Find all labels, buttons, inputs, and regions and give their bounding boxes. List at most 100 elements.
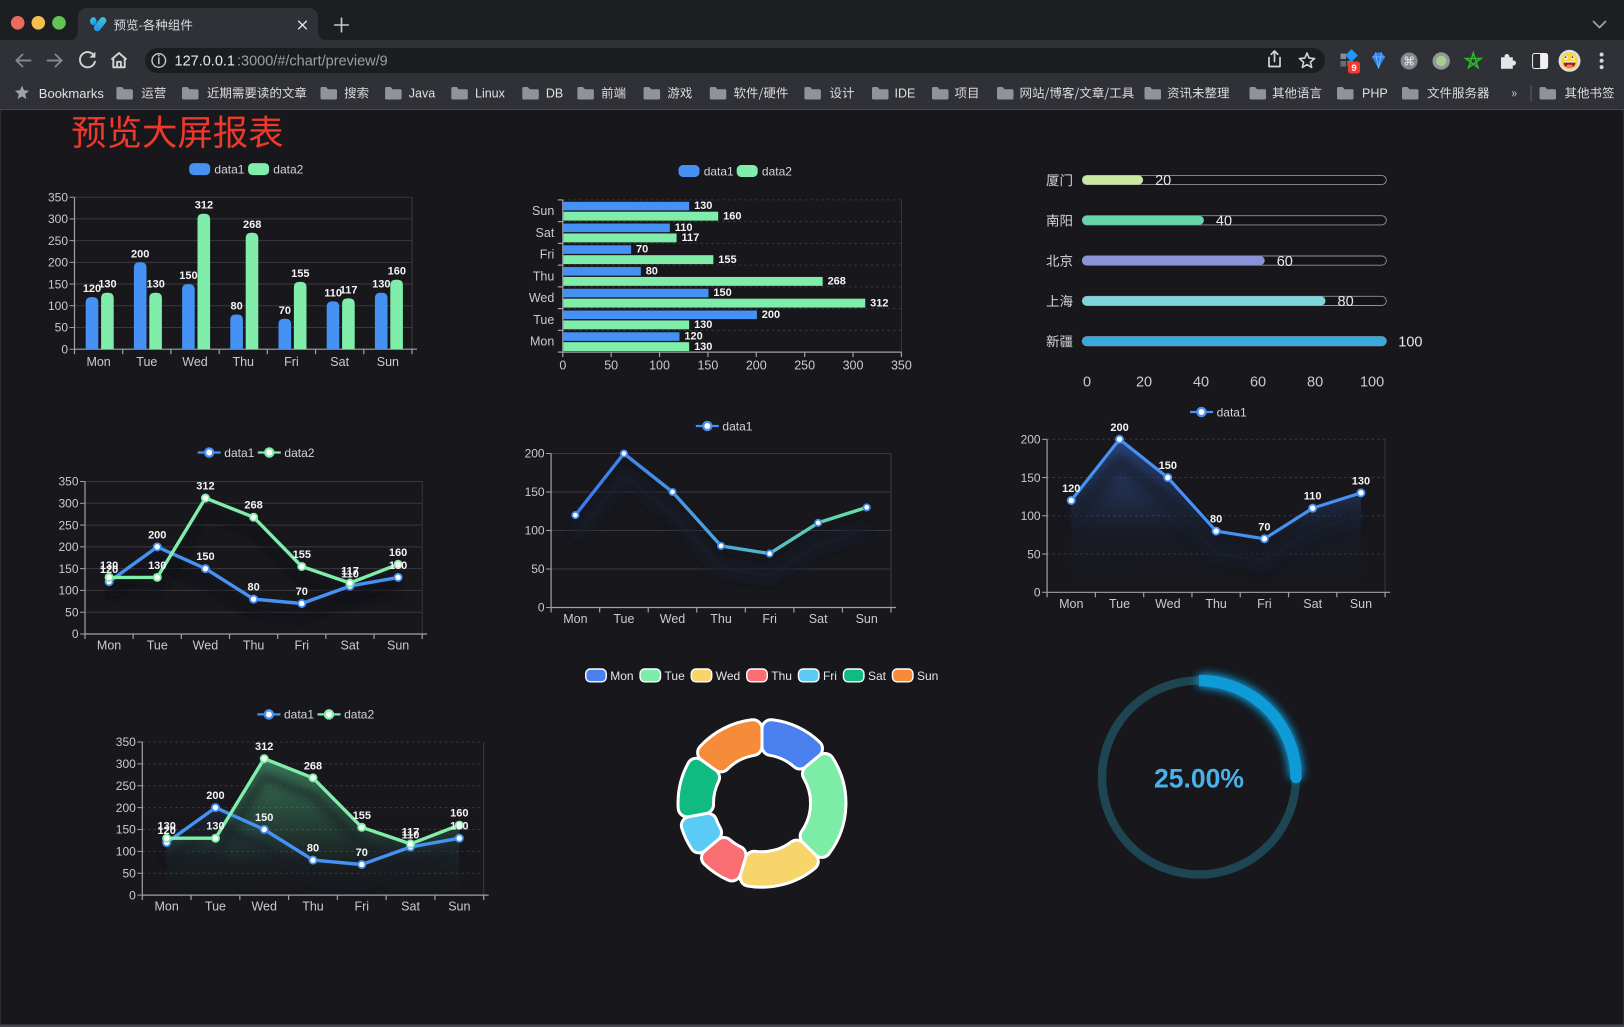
svg-text:Thu: Thu: [1205, 597, 1227, 611]
svg-text:Wed: Wed: [251, 900, 277, 914]
svg-text:130: 130: [98, 279, 116, 291]
svg-text:300: 300: [116, 757, 136, 771]
svg-text:110: 110: [324, 287, 342, 299]
svg-text:DB: DB: [546, 87, 563, 101]
svg-text:130: 130: [158, 821, 176, 833]
svg-text:200: 200: [58, 540, 78, 554]
svg-text:130: 130: [100, 560, 118, 572]
svg-text:268: 268: [243, 219, 261, 231]
svg-text:130: 130: [694, 319, 712, 331]
svg-text:Java: Java: [409, 87, 435, 101]
svg-text:160: 160: [723, 210, 741, 222]
svg-text:50: 50: [1027, 547, 1041, 561]
svg-text:40: 40: [1216, 214, 1232, 230]
svg-text:data1: data1: [214, 162, 244, 176]
svg-text:110: 110: [1304, 491, 1322, 503]
svg-text:Linux: Linux: [475, 87, 506, 101]
svg-text:Sat: Sat: [341, 639, 360, 653]
svg-text:80: 80: [247, 582, 259, 594]
svg-text:100: 100: [1021, 509, 1041, 523]
svg-text:130: 130: [148, 560, 166, 572]
svg-text:Tue: Tue: [136, 355, 157, 369]
svg-text:100: 100: [649, 359, 670, 373]
svg-text:160: 160: [388, 266, 406, 278]
svg-text:150: 150: [697, 359, 718, 373]
svg-text:Sun: Sun: [532, 204, 554, 218]
svg-text:312: 312: [870, 297, 888, 309]
svg-text:110: 110: [402, 829, 420, 841]
svg-text:70: 70: [356, 847, 368, 859]
svg-text:Fri: Fri: [1257, 597, 1272, 611]
svg-text:100: 100: [58, 584, 78, 598]
svg-text:Mon: Mon: [86, 355, 110, 369]
svg-text:Mon: Mon: [563, 612, 587, 626]
svg-text:70: 70: [1258, 521, 1270, 533]
svg-text:Tue: Tue: [613, 612, 634, 626]
svg-text:150: 150: [58, 562, 78, 576]
svg-text:80: 80: [646, 265, 658, 277]
svg-text:data2: data2: [273, 162, 303, 176]
svg-text:120: 120: [684, 331, 702, 343]
svg-text:Mon: Mon: [610, 669, 633, 683]
svg-text:0: 0: [129, 888, 136, 902]
svg-text:300: 300: [48, 212, 68, 226]
svg-text:200: 200: [131, 248, 149, 260]
svg-text:Thu: Thu: [302, 900, 324, 914]
svg-text:Fri: Fri: [762, 612, 777, 626]
svg-text:350: 350: [116, 735, 136, 749]
svg-text:80: 80: [307, 843, 319, 855]
svg-text:Tue: Tue: [665, 669, 686, 683]
svg-text:0: 0: [61, 342, 68, 356]
svg-text:Wed: Wed: [660, 612, 686, 626]
svg-text:0: 0: [72, 627, 79, 641]
svg-text:130: 130: [206, 821, 224, 833]
svg-text:⌘: ⌘: [1403, 54, 1415, 68]
svg-text:110: 110: [341, 569, 359, 581]
svg-text:data2: data2: [284, 446, 314, 460]
svg-text:70: 70: [636, 244, 648, 256]
svg-text:268: 268: [244, 500, 262, 512]
svg-text:60: 60: [1277, 254, 1293, 270]
svg-text:data1: data1: [722, 419, 752, 433]
svg-text:350: 350: [48, 190, 68, 204]
svg-text:100: 100: [48, 299, 68, 313]
svg-text:250: 250: [48, 234, 68, 248]
svg-text:250: 250: [116, 779, 136, 793]
svg-text:Sat: Sat: [868, 669, 887, 683]
svg-text:80: 80: [231, 300, 243, 312]
svg-text:155: 155: [353, 810, 371, 822]
svg-text:200: 200: [116, 801, 136, 815]
svg-text:Sat: Sat: [536, 226, 555, 240]
svg-text:350: 350: [58, 475, 78, 489]
svg-text:268: 268: [828, 276, 846, 288]
svg-text:Sun: Sun: [448, 900, 470, 914]
svg-text:127.0.0.1: 127.0.0.1: [175, 53, 235, 69]
svg-text:20: 20: [1155, 173, 1171, 189]
svg-text:9: 9: [1351, 63, 1356, 74]
svg-text:200: 200: [525, 447, 545, 461]
svg-text:Wed: Wed: [716, 669, 740, 683]
svg-text:20: 20: [1136, 375, 1152, 391]
svg-text:150: 150: [48, 277, 68, 291]
svg-text:160: 160: [450, 808, 468, 820]
svg-text:130: 130: [389, 560, 407, 572]
svg-text:Wed: Wed: [193, 639, 219, 653]
svg-text:IDE: IDE: [895, 87, 916, 101]
svg-text:80: 80: [1210, 514, 1222, 526]
svg-text:50: 50: [55, 321, 69, 335]
svg-text:130: 130: [450, 821, 468, 833]
svg-text:data1: data1: [1217, 405, 1247, 419]
svg-text:data1: data1: [284, 708, 314, 722]
svg-text:120: 120: [1062, 483, 1080, 495]
svg-text:150: 150: [196, 551, 214, 563]
svg-text:Thu: Thu: [710, 612, 732, 626]
svg-text:300: 300: [843, 359, 864, 373]
svg-text:Tue: Tue: [205, 900, 226, 914]
svg-text:70: 70: [296, 586, 308, 598]
svg-text:150: 150: [525, 485, 545, 499]
svg-text:150: 150: [1021, 471, 1041, 485]
svg-text:70: 70: [279, 305, 291, 317]
svg-text:150: 150: [255, 812, 273, 824]
svg-text:200: 200: [762, 309, 780, 321]
svg-text:Sat: Sat: [1303, 597, 1322, 611]
